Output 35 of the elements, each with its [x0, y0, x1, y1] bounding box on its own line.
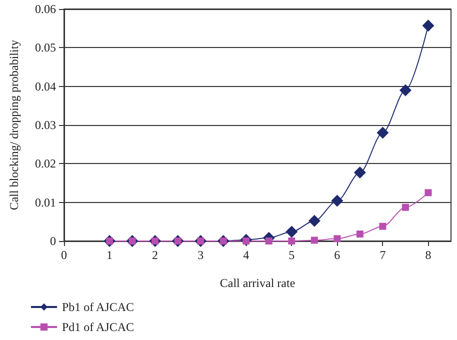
point — [399, 84, 412, 96]
x-tick-label: 8 — [425, 248, 432, 262]
point — [424, 189, 432, 196]
x-tick-label: 1 — [106, 248, 113, 262]
point — [288, 238, 296, 244]
y-tick-label: 0.06 — [35, 2, 56, 16]
point — [265, 238, 272, 244]
x-tick-label: 7 — [380, 248, 386, 262]
point — [379, 222, 386, 230]
y-tick-label: 0.04 — [35, 79, 56, 94]
x-tick-label: 6 — [334, 248, 340, 262]
legend-label: Pb1 of AJCAC — [62, 300, 134, 314]
point — [354, 166, 366, 179]
point — [331, 194, 344, 207]
point — [286, 226, 298, 238]
y-tick-label: 0.01 — [35, 195, 56, 210]
point — [356, 230, 364, 238]
x-tick-label: 3 — [198, 248, 204, 262]
point — [376, 126, 389, 139]
point — [422, 20, 434, 32]
x-axis-title: Call arrival rate — [220, 276, 296, 290]
point — [310, 236, 318, 244]
y-axis-title: Call blocking/ dropping probability — [7, 40, 21, 210]
x-tick-label: 2 — [152, 248, 158, 262]
x-tick-label: 0 — [61, 248, 67, 262]
x-tick-label: 5 — [288, 248, 295, 262]
point — [308, 214, 320, 227]
point — [334, 235, 341, 242]
x-tick-label: 4 — [243, 248, 250, 262]
y-tick-label: 0 — [50, 234, 56, 248]
y-tick-label: 0.05 — [35, 40, 56, 55]
point — [402, 204, 409, 211]
y-tick-label: 0.03 — [35, 118, 56, 132]
legend-label: Pd1 of AJCAC — [62, 320, 134, 334]
y-tick-label: 0.02 — [35, 156, 56, 171]
